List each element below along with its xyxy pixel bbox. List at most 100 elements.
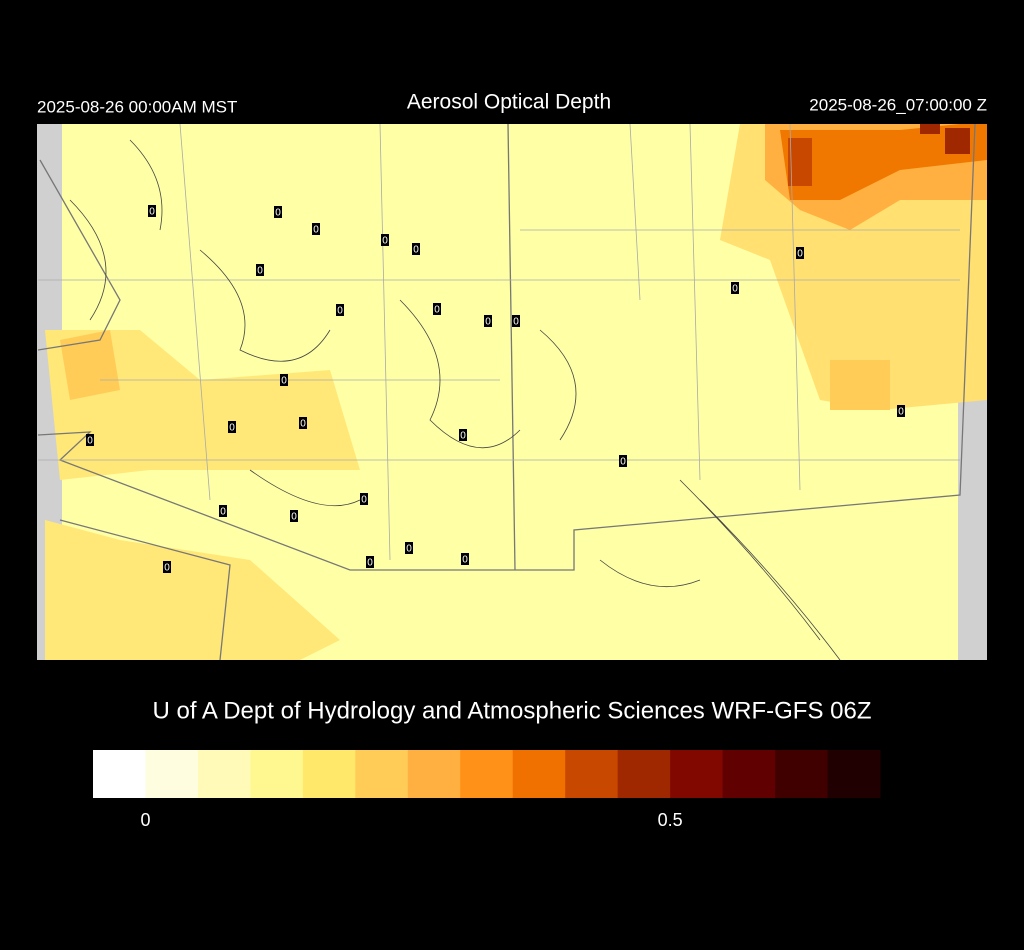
station-label: 0 [337,306,343,317]
state-line [507,123,516,571]
state-line [37,123,976,571]
station-box [290,510,298,522]
station: 0 [619,455,627,468]
station-box [433,303,441,315]
station-label: 0 [620,457,626,468]
colorbar-swatch [145,750,199,798]
station-box [381,234,389,246]
colorbar-swatch [722,750,776,798]
station-box [461,553,469,565]
station: 0 [381,234,389,247]
station-box [484,315,492,327]
station-label: 0 [898,407,904,418]
colorbar-swatch [407,750,461,798]
station: 0 [299,417,307,430]
station-label: 0 [460,431,466,442]
colorbar-swatch [775,750,829,798]
station-box [86,434,94,446]
station: 0 [897,405,905,418]
colorbar-swatch [355,750,409,798]
station: 0 [484,315,492,328]
station-box [619,455,627,467]
station-label: 0 [300,419,306,430]
station: 0 [412,243,420,256]
map [37,123,987,661]
station-label: 0 [413,245,419,256]
station: 0 [274,206,282,219]
station-label: 0 [313,225,319,236]
station: 0 [731,282,739,295]
aod-patch [780,124,987,200]
county-line [179,123,801,561]
station-box [512,315,520,327]
station-box [280,374,288,386]
station: 0 [163,561,171,574]
station-label: 0 [462,555,468,566]
colorbar-tick-label: 0 [140,810,150,830]
station-label: 0 [513,317,519,328]
colorbar-swatch [617,750,671,798]
station: 0 [360,493,368,506]
colorbar-swatch [197,750,251,798]
station-box [731,282,739,294]
station-box [336,304,344,316]
station-box [459,429,467,441]
valid-time-local: 2025-08-26 00:00AM MST [37,97,237,116]
station-label: 0 [406,544,412,555]
aod-patch [788,138,812,186]
station-box [312,223,320,235]
station-label: 0 [291,512,297,523]
station: 0 [459,429,467,442]
station-label: 0 [164,563,170,574]
station: 0 [256,264,264,277]
station: 0 [86,434,94,447]
station-box [412,243,420,255]
boundaries [37,123,976,661]
station: 0 [433,303,441,316]
station: 0 [312,223,320,236]
colorbar-swatch [302,750,356,798]
station: 0 [366,556,374,569]
aod-patch [60,330,120,400]
station-label: 0 [367,558,373,569]
station: 0 [148,205,156,218]
station-box [256,264,264,276]
station-label: 0 [281,376,287,387]
border [59,519,231,661]
colorbar-swatch [565,750,619,798]
colorbar-tick-label: 0.5 [658,810,683,830]
station: 0 [512,315,520,328]
station-box [405,542,413,554]
station-label: 0 [485,317,491,328]
station-label: 0 [382,236,388,247]
station-box [299,417,307,429]
station: 0 [290,510,298,523]
credit: U of A Dept of Hydrology and Atmospheric… [153,697,872,724]
station-label: 0 [732,284,738,295]
map-title: Aerosol Optical Depth [407,91,611,114]
station-box [796,247,804,259]
colorbar-swatch [512,750,566,798]
colorbar-swatch [460,750,514,798]
aod-patch [830,360,890,410]
colorbar-swatch [670,750,724,798]
aod-patch [45,520,340,660]
station-label: 0 [220,507,226,518]
terrain-contours [69,139,841,661]
colorbar-swatch [250,750,304,798]
valid-time-utc: 2025-08-26_07:00:00 Z [809,95,987,114]
colorbar-swatch [93,750,146,798]
station-box [219,505,227,517]
station-box [366,556,374,568]
station-box [360,493,368,505]
colorbar: 0 0.5 [93,750,881,830]
station: 0 [461,553,469,566]
colorbar-swatch [827,750,881,798]
station-box [163,561,171,573]
station-box [274,206,282,218]
stations: 0 0 0 0 0 0 0 0 0 0 0 0 0 0 0 0 0 0 0 0 0 0 0 0 0 0 [86,205,905,574]
state-line [37,159,121,351]
county-line [38,229,960,461]
